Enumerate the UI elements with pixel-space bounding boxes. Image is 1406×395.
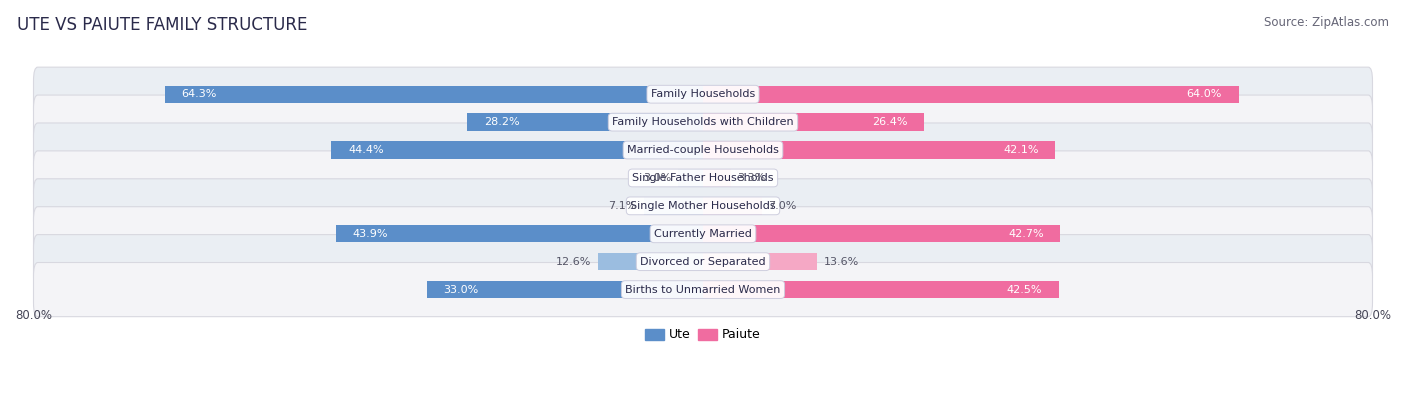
Bar [427, 281, 703, 298]
Bar [703, 169, 731, 186]
Text: 33.0%: 33.0% [443, 284, 479, 295]
Bar [598, 253, 703, 270]
Text: Source: ZipAtlas.com: Source: ZipAtlas.com [1264, 16, 1389, 29]
Text: 44.4%: 44.4% [349, 145, 384, 155]
Text: 43.9%: 43.9% [353, 229, 388, 239]
FancyBboxPatch shape [34, 207, 1372, 261]
Text: 42.5%: 42.5% [1007, 284, 1042, 295]
Text: UTE VS PAIUTE FAMILY STRUCTURE: UTE VS PAIUTE FAMILY STRUCTURE [17, 16, 308, 34]
Text: Married-couple Households: Married-couple Households [627, 145, 779, 155]
FancyBboxPatch shape [34, 179, 1372, 233]
FancyBboxPatch shape [34, 263, 1372, 317]
Bar [703, 281, 1059, 298]
Text: Single Mother Households: Single Mother Households [630, 201, 776, 211]
Text: Divorced or Separated: Divorced or Separated [640, 257, 766, 267]
Bar [165, 86, 703, 103]
FancyBboxPatch shape [34, 123, 1372, 177]
Text: 3.0%: 3.0% [643, 173, 671, 183]
Bar [703, 225, 1060, 243]
Text: 64.3%: 64.3% [181, 89, 217, 99]
Bar [703, 113, 924, 131]
Bar [332, 141, 703, 159]
Text: 42.1%: 42.1% [1002, 145, 1039, 155]
Text: 42.7%: 42.7% [1008, 229, 1043, 239]
Bar [678, 169, 703, 186]
Bar [467, 113, 703, 131]
FancyBboxPatch shape [34, 95, 1372, 149]
Bar [336, 225, 703, 243]
Text: 26.4%: 26.4% [872, 117, 907, 127]
Text: 7.0%: 7.0% [768, 201, 797, 211]
Text: 64.0%: 64.0% [1187, 89, 1222, 99]
Text: Family Households with Children: Family Households with Children [612, 117, 794, 127]
Text: Family Households: Family Households [651, 89, 755, 99]
FancyBboxPatch shape [34, 67, 1372, 121]
Bar [703, 253, 817, 270]
Text: 3.3%: 3.3% [737, 173, 765, 183]
Bar [703, 86, 1239, 103]
Text: Births to Unmarried Women: Births to Unmarried Women [626, 284, 780, 295]
Bar [644, 197, 703, 214]
Bar [703, 197, 762, 214]
Text: 12.6%: 12.6% [555, 257, 591, 267]
Legend: Ute, Paiute: Ute, Paiute [640, 324, 766, 346]
Text: 13.6%: 13.6% [824, 257, 859, 267]
Bar [703, 141, 1056, 159]
Text: Currently Married: Currently Married [654, 229, 752, 239]
Text: Single Father Households: Single Father Households [633, 173, 773, 183]
FancyBboxPatch shape [34, 151, 1372, 205]
Text: 7.1%: 7.1% [609, 201, 637, 211]
Text: 28.2%: 28.2% [484, 117, 519, 127]
FancyBboxPatch shape [34, 235, 1372, 289]
